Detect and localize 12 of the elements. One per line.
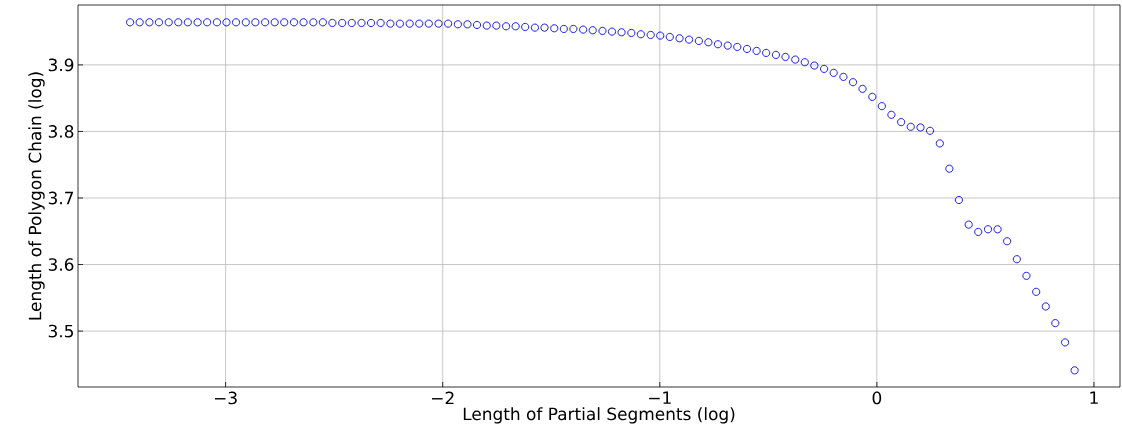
y-tick-label: 3.5 <box>48 324 73 338</box>
y-tick-label: 3.8 <box>48 125 74 138</box>
x-tick-label: 1 <box>1090 391 1098 404</box>
y-tick-label: 3.7 <box>48 191 74 205</box>
x-axis-title: Length of Partial Segments (log) <box>463 407 735 424</box>
y-tick-label: 3.6 <box>48 258 74 271</box>
x-tick-label: −1 <box>649 391 671 404</box>
x-tick-label: 0 <box>872 391 882 405</box>
x-tick-label: −2 <box>432 391 454 405</box>
y-tick-label: 3.9 <box>48 58 74 72</box>
x-tick-label: −3 <box>214 391 237 405</box>
y-axis-title: Length of Polygon Chain (log) <box>28 72 45 320</box>
